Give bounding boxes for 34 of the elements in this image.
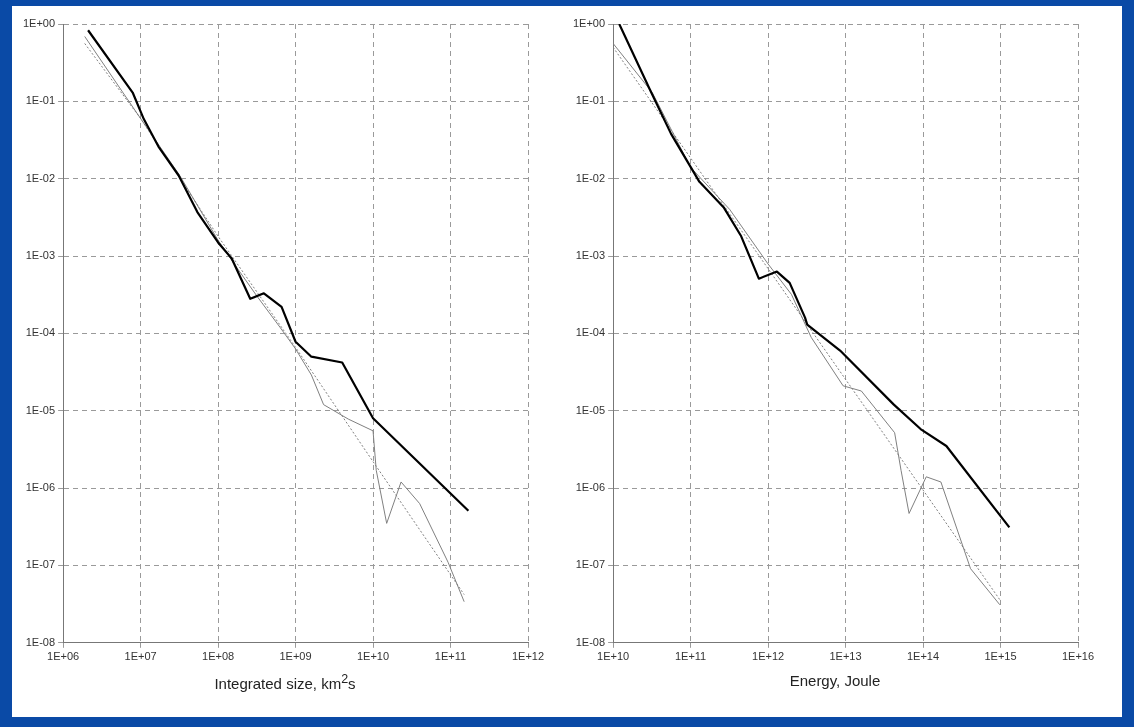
y-tick-label: 1E-01 xyxy=(25,94,56,107)
x-tick-label: 1E+11 xyxy=(674,650,707,663)
x-tick-label: 1E+12 xyxy=(511,650,545,663)
y-tick-label: 1E-02 xyxy=(25,171,56,184)
x-tick-label: 1E+06 xyxy=(47,650,80,663)
y-tick-label: 1E-08 xyxy=(575,635,606,648)
y-tick-label: 1E-06 xyxy=(575,481,606,494)
x-tick-label: 1E+16 xyxy=(1061,650,1095,663)
y-tick-label: 1E-03 xyxy=(25,249,56,262)
y-tick-label: 1E-04 xyxy=(25,326,56,339)
x-tick-label: 1E+10 xyxy=(356,650,390,663)
y-tick-label: 1E-05 xyxy=(575,403,606,416)
x-tick-label: 1E+13 xyxy=(829,650,862,663)
x-tick-label: 1E+12 xyxy=(752,650,785,663)
y-tick-label: 1E-07 xyxy=(25,558,56,571)
x-tick-label: 1E+14 xyxy=(906,650,940,663)
x-tick-label: 1E+11 xyxy=(434,650,467,663)
x-axis-title: Integrated size, km$^{2}$s xyxy=(213,672,357,692)
x-tick-label: 1E+09 xyxy=(279,650,312,663)
y-tick-label: 1E-06 xyxy=(25,481,56,494)
y-tick-label: 1E-05 xyxy=(25,403,56,416)
x-tick-label: 1E+10 xyxy=(597,650,630,663)
y-tick-label: 1E-02 xyxy=(575,171,606,184)
y-tick-label: 1E-04 xyxy=(575,326,606,339)
y-tick-label: 1E-03 xyxy=(575,249,606,262)
x-tick-label: 1E+07 xyxy=(124,650,157,663)
x-tick-label: 1E+15 xyxy=(984,650,1017,663)
y-tick-label: 1E-07 xyxy=(575,558,606,571)
x-axis-title: Energy, Joule xyxy=(788,672,882,689)
y-tick-label: 1E-08 xyxy=(25,635,56,648)
y-tick-label: 1E-01 xyxy=(575,94,606,107)
x-tick-label: 1E+08 xyxy=(202,650,235,663)
y-tick-label: 1E+00 xyxy=(22,17,56,30)
y-tick-label: 1E+00 xyxy=(572,17,606,30)
